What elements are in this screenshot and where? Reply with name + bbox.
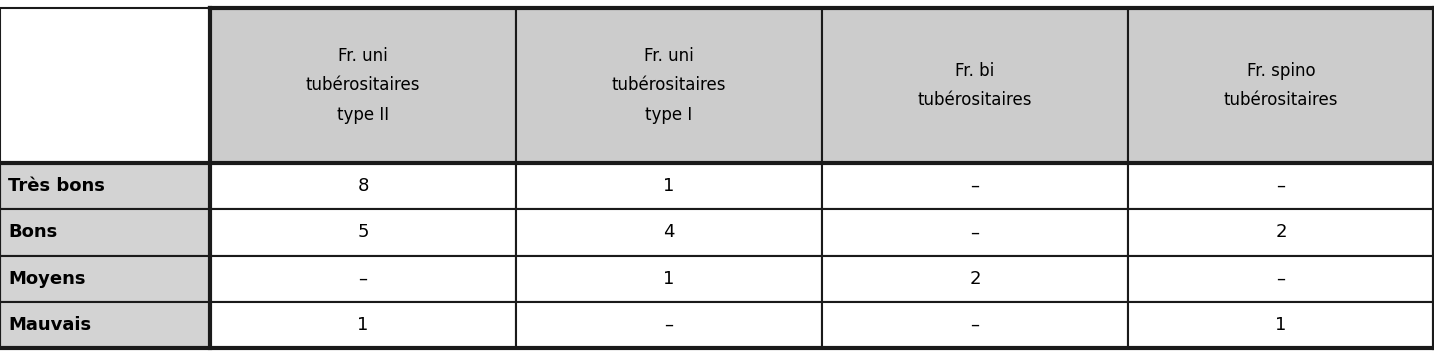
Bar <box>516 163 822 209</box>
Bar <box>1129 163 1434 209</box>
Bar <box>822 8 1129 163</box>
Text: Mauvais: Mauvais <box>9 316 92 334</box>
Text: –: – <box>971 223 979 241</box>
Text: Très bons: Très bons <box>9 177 105 195</box>
Bar <box>0 209 209 256</box>
Text: –: – <box>971 177 979 195</box>
Bar <box>209 302 516 348</box>
Text: 1: 1 <box>664 177 674 195</box>
Text: Fr. spino
tubérositaires: Fr. spino tubérositaires <box>1223 62 1338 109</box>
Bar <box>0 302 209 348</box>
Bar <box>1129 256 1434 302</box>
Text: Fr. bi
tubérositaires: Fr. bi tubérositaires <box>918 62 1032 109</box>
Bar <box>209 209 516 256</box>
Text: –: – <box>1276 177 1285 195</box>
Bar <box>516 209 822 256</box>
Text: Moyens: Moyens <box>9 269 86 288</box>
Bar <box>822 163 1129 209</box>
Bar <box>209 163 516 209</box>
Bar <box>516 256 822 302</box>
Text: 1: 1 <box>357 316 369 334</box>
Bar <box>822 209 1129 256</box>
Bar <box>0 163 209 209</box>
Bar <box>0 8 209 163</box>
Text: 2: 2 <box>969 269 981 288</box>
Text: 2: 2 <box>1275 223 1286 241</box>
Text: Bons: Bons <box>9 223 57 241</box>
Text: –: – <box>971 316 979 334</box>
Bar <box>209 8 516 163</box>
Bar <box>0 256 209 302</box>
Bar <box>1129 209 1434 256</box>
Bar <box>822 302 1129 348</box>
Text: –: – <box>664 316 674 334</box>
Bar <box>516 8 822 163</box>
Text: 1: 1 <box>664 269 674 288</box>
Text: 4: 4 <box>664 223 675 241</box>
Bar <box>822 256 1129 302</box>
Bar <box>1129 302 1434 348</box>
Bar <box>209 256 516 302</box>
Text: –: – <box>1276 269 1285 288</box>
Text: 1: 1 <box>1275 316 1286 334</box>
Text: 8: 8 <box>357 177 369 195</box>
Text: Fr. uni
tubérositaires
type I: Fr. uni tubérositaires type I <box>612 47 726 124</box>
Text: 5: 5 <box>357 223 369 241</box>
Bar <box>1129 8 1434 163</box>
Bar <box>516 302 822 348</box>
Text: –: – <box>358 269 367 288</box>
Text: Fr. uni
tubérositaires
type II: Fr. uni tubérositaires type II <box>305 47 420 124</box>
